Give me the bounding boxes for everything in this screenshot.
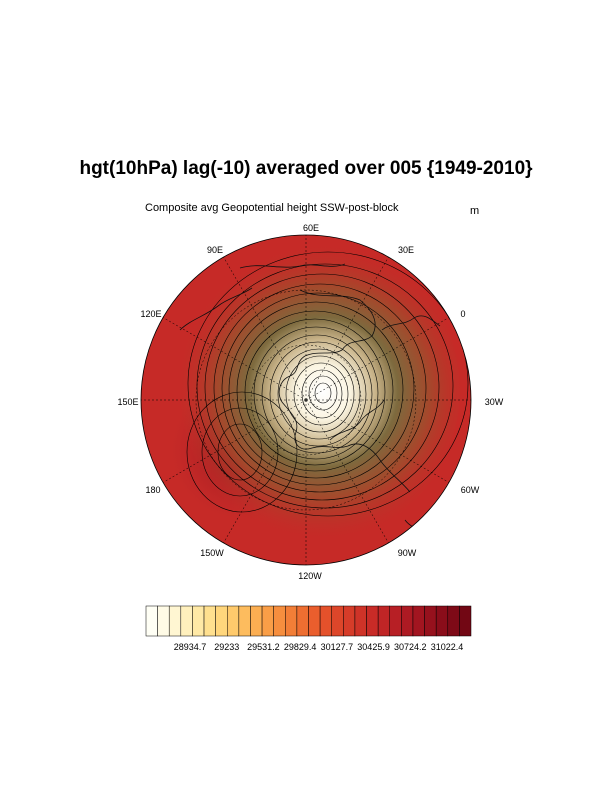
lon-label-60e: 60E (303, 223, 319, 233)
lon-label-90e: 90E (207, 245, 223, 255)
colorbar-box (377, 605, 390, 637)
lon-label-30w: 30W (485, 397, 504, 407)
colorbar-box (296, 605, 309, 637)
colorbar-box (424, 605, 437, 637)
colorbar-box (435, 605, 449, 637)
colorbar-box (285, 605, 298, 637)
colorbar-tick-label: 30127.7 (321, 642, 354, 652)
colorbar (145, 605, 472, 637)
colorbar-box (192, 605, 205, 637)
colorbar-box (366, 605, 379, 637)
map-border (140, 234, 472, 566)
colorbar-box (261, 605, 274, 637)
colorbar-tick-label: 29531.2 (247, 642, 280, 652)
colorbar-box (343, 605, 356, 637)
colorbar-tick-label: 29829.4 (284, 642, 317, 652)
colorbar-tick-label: 28934.7 (174, 642, 207, 652)
lon-label-90w: 90W (398, 548, 417, 558)
colorbar-box (180, 605, 193, 637)
plot-subtitle: Composite avg Geopotential height SSW-po… (145, 202, 399, 214)
lon-label-150w: 150W (200, 548, 224, 558)
colorbar-box (215, 605, 228, 637)
lon-label-150e: 150E (117, 397, 138, 407)
colorbar-tick-label: 29233 (214, 642, 239, 652)
colorbar-box (203, 605, 216, 637)
colorbar-box (227, 605, 240, 637)
colorbar-box (459, 605, 472, 637)
units-label: m (470, 205, 480, 217)
contour-lines (186, 251, 469, 517)
colorbar-tick-label: 30425.9 (357, 642, 390, 652)
longitude-labels: 60E 30E 0 30W 60W 90W 120W 150W 180 150E… (117, 223, 503, 581)
colorbar-box (319, 605, 332, 637)
colorbar-box (447, 605, 460, 637)
colorbar-box (168, 605, 182, 637)
colorbar-tick-label: 30724.2 (394, 642, 427, 652)
lon-label-0: 0 (460, 309, 465, 319)
lon-label-30e: 30E (398, 245, 414, 255)
colorbar-box (238, 605, 251, 637)
colorbar-box (331, 605, 344, 637)
coastlines (179, 263, 441, 541)
polar-map (141, 235, 471, 565)
colorbar-labels: 28934.7 29233 29531.2 29829.4 30127.7 30425.9… (174, 642, 464, 652)
colorbar-box (412, 605, 425, 637)
lon-label-120e: 120E (140, 309, 161, 319)
colorbar-tick-label: 31022.4 (431, 642, 464, 652)
graticule (141, 235, 471, 565)
colorbar-box (401, 605, 414, 637)
colorbar-box (273, 605, 286, 637)
lon-label-120w: 120W (298, 571, 322, 581)
plot-title: hgt(10hPa) lag(-10) averaged over 005 {1… (79, 158, 533, 179)
colorbar-box (354, 605, 367, 637)
colorbar-box (308, 605, 321, 637)
colorbar-box (157, 605, 170, 637)
colorbar-box (250, 605, 263, 637)
polar-low (180, 240, 460, 540)
colorbar-box (389, 605, 402, 637)
lon-label-180: 180 (145, 485, 160, 495)
lon-label-60w: 60W (461, 485, 480, 495)
colorbar-box (145, 605, 158, 637)
